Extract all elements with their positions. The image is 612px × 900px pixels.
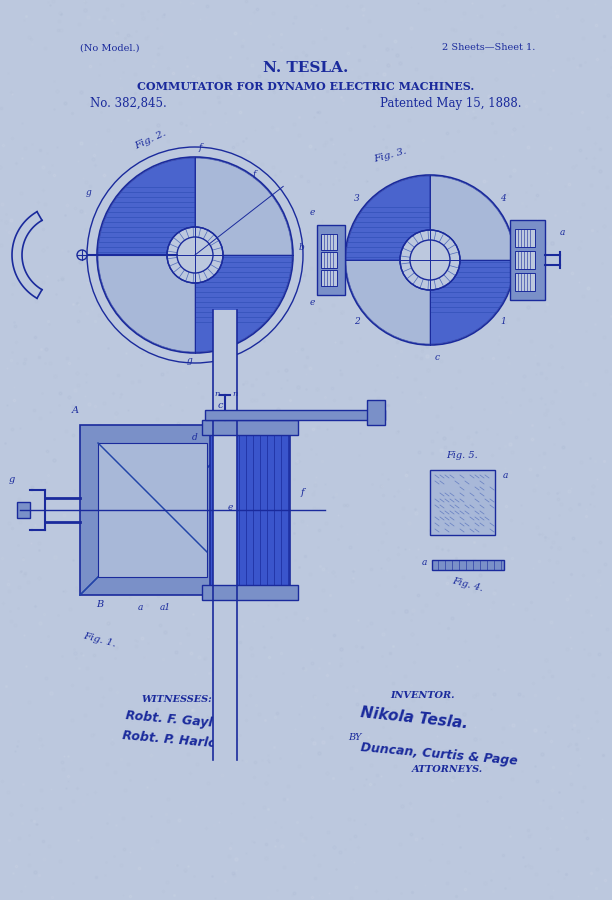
Text: Fig. 4.: Fig. 4. [452, 577, 485, 593]
Text: g: g [86, 188, 92, 197]
Circle shape [177, 237, 213, 273]
Text: Robt. P. Harlow: Robt. P. Harlow [122, 729, 229, 751]
Text: f: f [300, 488, 304, 497]
Bar [432, 560, 504, 570]
Bar [515, 273, 535, 291]
Wedge shape [98, 158, 195, 255]
Text: a: a [503, 471, 509, 480]
Circle shape [77, 250, 87, 260]
Bar [210, 420, 290, 600]
Bar [515, 251, 535, 269]
Text: Patented May 15, 1888.: Patented May 15, 1888. [380, 96, 521, 110]
Text: No. 382,845.: No. 382,845. [90, 96, 166, 110]
Bar [321, 234, 337, 250]
Text: b: b [298, 243, 304, 252]
Bar [321, 252, 337, 268]
Bar [202, 420, 298, 435]
Text: Fig. 5.: Fig. 5. [447, 451, 479, 460]
Text: A: A [72, 406, 78, 415]
Text: 3: 3 [354, 194, 360, 203]
Bar [515, 229, 535, 247]
Text: ATTORNEYS.: ATTORNEYS. [412, 766, 483, 775]
Bar [17, 502, 30, 518]
Text: BY: BY [348, 734, 362, 742]
Text: a: a [560, 228, 565, 237]
Text: d: d [192, 433, 198, 442]
Circle shape [167, 227, 223, 283]
Text: e: e [227, 503, 233, 512]
Text: g: g [9, 475, 15, 484]
Bar [98, 443, 207, 577]
Text: INVENTOR.: INVENTOR. [390, 691, 455, 700]
Bar [205, 410, 385, 420]
Bar [510, 220, 545, 300]
Text: Fig. 2.: Fig. 2. [133, 129, 167, 151]
Text: a: a [137, 603, 143, 612]
Text: 1: 1 [500, 317, 506, 326]
Bar [430, 470, 495, 535]
Text: (No Model.): (No Model.) [80, 43, 140, 52]
Circle shape [410, 240, 450, 280]
Text: n: n [214, 390, 220, 398]
Bar [202, 585, 298, 600]
Text: e: e [310, 298, 315, 307]
Text: a1: a1 [160, 603, 171, 612]
Bar [213, 310, 237, 760]
Text: Fig. 3.: Fig. 3. [373, 147, 408, 164]
Circle shape [97, 157, 293, 353]
Text: 2: 2 [354, 317, 360, 326]
Wedge shape [430, 176, 514, 260]
Wedge shape [195, 255, 292, 352]
Text: e: e [310, 208, 315, 217]
Text: Fig. 1.: Fig. 1. [83, 631, 118, 649]
Text: n: n [233, 390, 237, 398]
Text: Robt. F. Gaylord: Robt. F. Gaylord [125, 708, 237, 732]
Circle shape [87, 147, 303, 363]
Wedge shape [98, 255, 195, 352]
Text: B: B [97, 600, 103, 609]
Bar [80, 425, 225, 595]
Text: f: f [252, 169, 255, 178]
Text: WITNESSES:: WITNESSES: [142, 696, 213, 705]
Text: Duncan, Curtis & Page: Duncan, Curtis & Page [360, 741, 518, 768]
Circle shape [345, 175, 515, 345]
Text: 4: 4 [500, 194, 506, 203]
Text: 2 Sheets—Sheet 1.: 2 Sheets—Sheet 1. [442, 43, 535, 52]
Text: c: c [435, 353, 440, 362]
Text: c: c [217, 401, 223, 410]
Text: COMMUTATOR FOR DYNAMO ELECTRIC MACHINES.: COMMUTATOR FOR DYNAMO ELECTRIC MACHINES. [137, 80, 475, 92]
Circle shape [400, 230, 460, 290]
Text: N. TESLA.: N. TESLA. [263, 61, 349, 75]
Bar [317, 225, 345, 295]
Text: g: g [187, 356, 193, 365]
Text: a: a [422, 558, 427, 567]
Text: f: f [198, 143, 202, 152]
Wedge shape [195, 158, 292, 255]
Bar [321, 270, 337, 286]
Wedge shape [346, 260, 430, 344]
Text: Nikola Tesla.: Nikola Tesla. [360, 705, 469, 731]
Wedge shape [430, 260, 514, 344]
Bar [367, 400, 385, 425]
Wedge shape [346, 176, 430, 260]
